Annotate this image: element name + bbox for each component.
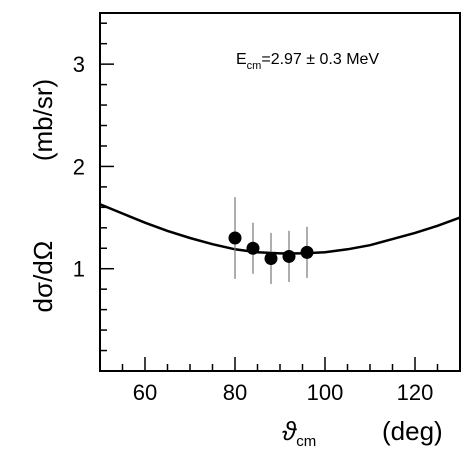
x-tick-label: 120 [397, 380, 434, 405]
y-tick-label: 3 [73, 52, 85, 77]
x-axis-label-unit: (deg) [382, 416, 443, 446]
axis-ticks: 60 80 100 120 1 2 3 [73, 22, 461, 405]
y-tick-label: 2 [73, 154, 85, 179]
data-point [300, 245, 314, 259]
x-tick-label: 100 [307, 380, 344, 405]
data-point [246, 241, 260, 255]
y-axis-label: dσ/dΩ (mb/sr) [28, 79, 58, 313]
energy-annotation: Ecm=2.97 ± 0.3 MeV [236, 51, 379, 72]
x-axis-label-symbol: ϑ [282, 416, 297, 446]
data-point [282, 249, 296, 263]
energy-annotation-sub: cm [247, 60, 262, 72]
y-axis-label-unit: (mb/sr) [28, 79, 58, 161]
data-point [228, 231, 242, 245]
energy-annotation-prefix: E [236, 51, 247, 68]
energy-annotation-text: =2.97 ± 0.3 MeV [261, 51, 379, 68]
x-tick-label: 80 [223, 380, 247, 405]
x-axis-label: ϑcm [282, 416, 316, 450]
plot-frame [99, 12, 461, 372]
fit-curve [100, 203, 460, 255]
data-point [264, 251, 278, 265]
x-axis-label-sub: cm [296, 433, 316, 450]
y-axis-label-quantity: dσ/dΩ [28, 241, 58, 313]
y-tick-label: 1 [73, 257, 85, 282]
svg-text:dσ/dΩ (mb/sr): dσ/dΩ (mb/sr) [28, 79, 58, 313]
plot-area [100, 197, 460, 285]
x-tick-label: 60 [133, 380, 157, 405]
